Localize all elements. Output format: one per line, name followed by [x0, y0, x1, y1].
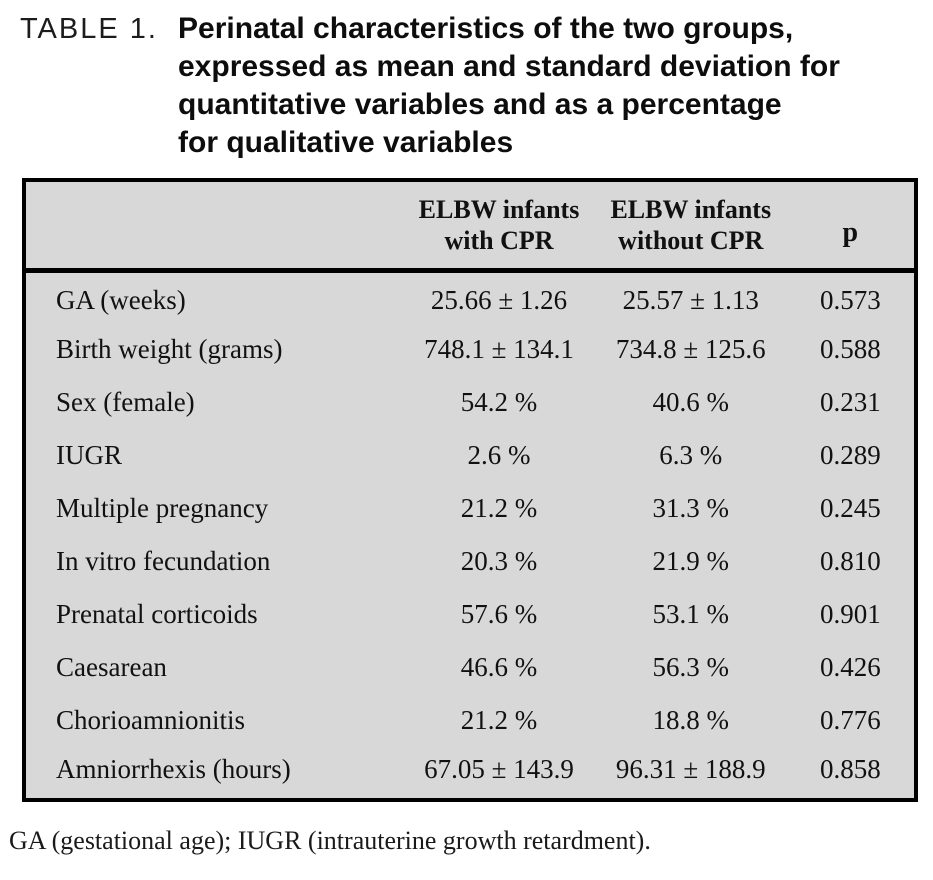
value-without-cpr: 56.3 % [652, 652, 730, 682]
value-without-cpr: 31.3 % [652, 493, 730, 523]
p-value: 0.901 [819, 599, 881, 629]
header-line: with CPR [444, 225, 554, 255]
header-line: ELBW infants [610, 194, 772, 224]
value-with-cpr: 54.2 % [460, 387, 538, 417]
row-label: Caesarean [56, 652, 167, 682]
value-with-cpr: 21.2 % [460, 705, 538, 735]
header-elbw-with-cpr: ELBW infants with CPR [403, 180, 595, 273]
value-with-cpr: 748.1 ± 134.1 [424, 334, 574, 364]
table-row: Sex (female) 54.2 % 40.6 % 0.231 [24, 376, 916, 429]
table-body: GA (weeks) 25.66 ± 1.26 25.57 ± 1.13 0.5… [24, 270, 916, 800]
row-label: Birth weight (grams) [56, 334, 283, 364]
value-without-cpr: 53.1 % [652, 599, 730, 629]
table-footnote: GA (gestational age); IUGR (intrauterine… [9, 826, 651, 855]
perinatal-characteristics-table: ELBW infants with CPR ELBW infants witho… [22, 178, 918, 802]
value-with-cpr: 46.6 % [460, 652, 538, 682]
value-with-cpr: 57.6 % [460, 599, 538, 629]
title-block: TABLE 1. Perinatal characteristics of th… [0, 10, 933, 162]
table-title: Perinatal characteristics of the two gro… [178, 10, 840, 162]
value-without-cpr: 25.57 ± 1.13 [622, 285, 759, 316]
table-row: Prenatal corticoids 57.6 % 53.1 % 0.901 [24, 588, 916, 641]
table-row: GA (weeks) 25.66 ± 1.26 25.57 ± 1.13 0.5… [24, 270, 916, 323]
value-with-cpr: 67.05 ± 143.9 [424, 754, 574, 784]
p-value: 0.231 [819, 387, 881, 417]
p-value: 0.588 [819, 334, 881, 364]
value-without-cpr: 18.8 % [652, 705, 730, 735]
value-without-cpr: 734.8 ± 125.6 [615, 334, 766, 364]
value-with-cpr: 21.2 % [460, 493, 538, 523]
header-p-value: p [786, 180, 916, 273]
table-title-line: expressed as mean and standard deviation… [178, 50, 840, 83]
row-label: In vitro fecundation [56, 546, 271, 576]
table-row: Caesarean 46.6 % 56.3 % 0.426 [24, 641, 916, 694]
table-row: Birth weight (grams) 748.1 ± 134.1 734.8… [24, 323, 916, 376]
row-label: IUGR [56, 440, 122, 470]
value-with-cpr: 2.6 % [467, 440, 531, 470]
table-row: IUGR 2.6 % 6.3 % 0.289 [24, 429, 916, 482]
value-with-cpr: 25.66 ± 1.26 [430, 285, 568, 316]
p-value: 0.776 [819, 705, 881, 735]
table-title-line: quantitative variables and as a percenta… [178, 88, 782, 121]
header-line: without CPR [618, 225, 764, 255]
p-value: 0.810 [819, 546, 881, 576]
p-value: 0.289 [819, 440, 881, 470]
table-row: Chorioamnionitis 21.2 % 18.8 % 0.776 [24, 694, 916, 747]
value-without-cpr: 40.6 % [652, 387, 730, 417]
table-title-line: for qualitative variables [178, 126, 514, 159]
row-label: Chorioamnionitis [56, 705, 245, 735]
header-elbw-without-cpr: ELBW infants without CPR [594, 180, 787, 273]
value-without-cpr: 6.3 % [659, 440, 723, 470]
row-label: Sex (female) [56, 387, 195, 417]
table-header: ELBW infants with CPR ELBW infants witho… [24, 180, 916, 273]
row-label: Amniorrhexis (hours) [56, 754, 291, 784]
p-value: 0.245 [819, 493, 881, 523]
row-label: Prenatal corticoids [56, 599, 258, 629]
row-label: Multiple pregnancy [56, 493, 269, 523]
header-empty-cell [24, 180, 404, 273]
p-value: 0.573 [819, 285, 881, 316]
value-without-cpr: 21.9 % [652, 546, 730, 576]
header-row: ELBW infants with CPR ELBW infants witho… [24, 180, 916, 273]
p-value: 0.858 [819, 754, 881, 784]
value-with-cpr: 20.3 % [460, 546, 538, 576]
table-title-line: Perinatal characteristics of the two gro… [178, 12, 794, 45]
table-row: Multiple pregnancy 21.2 % 31.3 % 0.245 [24, 482, 916, 535]
p-value: 0.426 [819, 652, 881, 682]
table-number-label: TABLE 1. [20, 13, 158, 45]
table-row: In vitro fecundation 20.3 % 21.9 % 0.810 [24, 535, 916, 588]
header-line: ELBW infants [418, 194, 580, 224]
value-without-cpr: 96.31 ± 188.9 [615, 754, 766, 784]
row-label: GA (weeks) [56, 285, 186, 316]
table-row: Amniorrhexis (hours) 67.05 ± 143.9 96.31… [24, 747, 916, 800]
